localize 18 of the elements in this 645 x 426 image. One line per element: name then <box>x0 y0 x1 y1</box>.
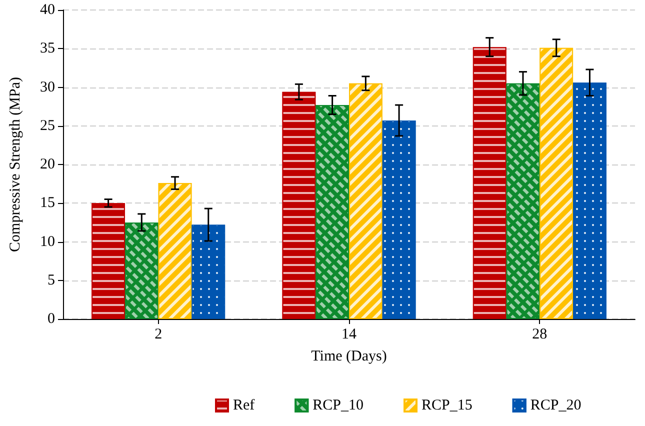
y-tick-label: 15 <box>40 195 55 212</box>
y-tick-label: 20 <box>40 156 55 172</box>
x-tick-label: 14 <box>342 326 357 342</box>
y-tick-label: 35 <box>40 40 55 57</box>
y-tick-label: 10 <box>40 234 55 250</box>
y-tick-label: 5 <box>48 272 55 288</box>
x-tick-label: 2 <box>154 326 162 342</box>
y-tick-label: 40 <box>40 2 55 18</box>
y-tick-label: 30 <box>40 79 55 96</box>
x-tick-label: 28 <box>532 326 548 342</box>
y-tick-label: 0 <box>48 311 55 327</box>
legend-label: RCP_10 <box>312 398 364 414</box>
legend-label: Ref <box>233 398 255 414</box>
legend-label: RCP_15 <box>422 398 472 414</box>
y-tick-label: 25 <box>40 118 55 134</box>
y-axis-title: Compressive Strength (MPa) <box>8 77 24 252</box>
legend-label: RCP_20 <box>530 398 582 414</box>
x-axis-title: Time (Days) <box>311 348 387 364</box>
